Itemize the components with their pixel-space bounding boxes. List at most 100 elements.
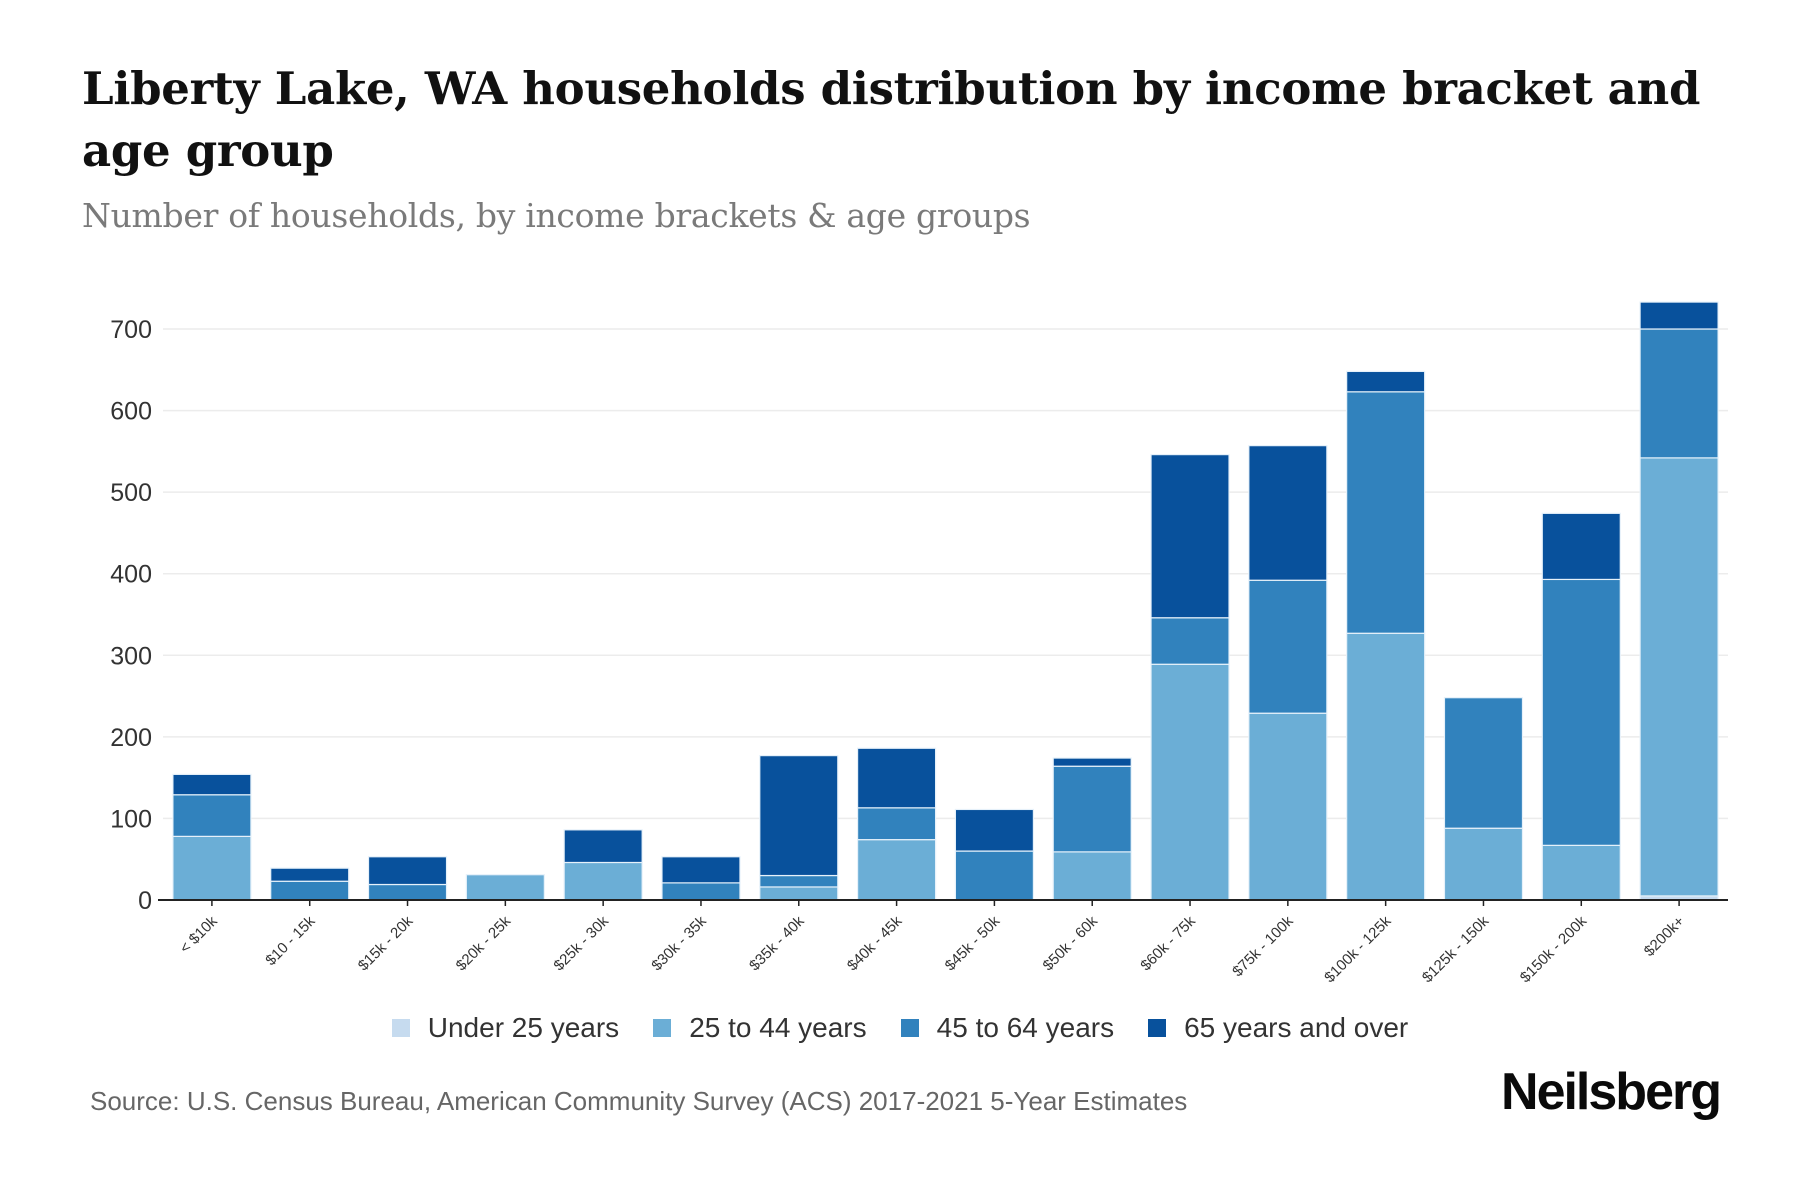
x-axis-ticks: < $10k $10 - 15k $15k - 20k $20k - 25k $25k … (177, 900, 1688, 986)
bar-stack[interactable] (1639, 301, 1719, 901)
bar-segment[interactable] (1346, 370, 1426, 393)
bar-segment[interactable] (1150, 617, 1230, 665)
y-tick-label: 200 (110, 724, 152, 752)
x-tick-label: $20k - 25k (453, 912, 515, 974)
stacked-bar-chart: 0 100 200 300 400 500 600 700 < $10k $10 - 15k $1… (110, 301, 1728, 986)
bar-segment[interactable] (1346, 391, 1426, 634)
bar-segment[interactable] (1639, 301, 1719, 330)
legend-label: Under 25 years (427, 1012, 620, 1043)
bar-segment[interactable] (1443, 827, 1524, 901)
y-tick-label: 700 (110, 316, 152, 344)
bars (172, 301, 1719, 901)
bar-stack[interactable] (1443, 697, 1524, 901)
bar-segment[interactable] (367, 856, 448, 886)
bar-segment[interactable] (563, 861, 643, 901)
bar-segment[interactable] (759, 755, 839, 877)
bar-segment[interactable] (759, 874, 839, 888)
bar-segment[interactable] (856, 747, 937, 809)
x-tick-label: $60k - 75k (1137, 912, 1199, 974)
bar-segment[interactable] (1639, 457, 1719, 897)
bar-stack[interactable] (856, 747, 937, 901)
y-tick-label: 400 (110, 561, 152, 589)
bar-segment[interactable] (759, 886, 839, 901)
legend-swatch-icon (900, 1019, 919, 1037)
bar-segment[interactable] (856, 839, 937, 901)
bar-segment[interactable] (1639, 328, 1719, 459)
bar-stack[interactable] (563, 829, 643, 901)
x-tick-label: $75k - 100k (1229, 912, 1297, 980)
bar-segment[interactable] (270, 867, 350, 882)
bar-stack[interactable] (465, 874, 545, 901)
legend-item-45-64[interactable]: 45 to 64 years (900, 1012, 1115, 1044)
bar-segment[interactable] (1541, 578, 1621, 846)
bar-stack[interactable] (661, 856, 741, 901)
bar-segment[interactable] (1248, 445, 1328, 581)
legend-label: 65 years and over (1184, 1012, 1409, 1043)
chart-subtitle: Number of households, by income brackets… (82, 196, 1031, 235)
bar-segment[interactable] (1150, 454, 1230, 619)
y-tick-label: 300 (110, 642, 152, 670)
y-tick-label: 600 (110, 398, 152, 426)
legend-label: 45 to 64 years (936, 1012, 1115, 1043)
bar-stack[interactable] (759, 755, 839, 901)
chart-title: Liberty Lake, WA households distribution… (82, 62, 1701, 177)
bar-segment[interactable] (954, 850, 1035, 901)
brand-logo: Neilsberg (1501, 1063, 1722, 1121)
bar-stack[interactable] (1052, 757, 1132, 901)
x-tick-label: $40k - 45k (844, 912, 906, 974)
bar-stack[interactable] (1541, 512, 1621, 901)
bar-stack[interactable] (1150, 454, 1230, 901)
bar-segment[interactable] (1443, 697, 1524, 829)
legend-label: 25 to 44 years (689, 1012, 867, 1043)
y-axis-ticks: 0 100 200 300 400 500 600 700 (110, 316, 152, 915)
bar-stack[interactable] (172, 773, 252, 901)
bar-segment[interactable] (1541, 844, 1621, 901)
bar-stack[interactable] (367, 856, 448, 901)
x-tick-label: $50k - 60k (1039, 912, 1101, 974)
bar-stack[interactable] (1248, 445, 1328, 901)
legend-swatch-icon (1148, 1019, 1167, 1037)
x-tick-label: $10 - 15k (262, 912, 319, 969)
y-tick-label: 0 (138, 887, 152, 915)
x-tick-label: $30k - 35k (648, 912, 710, 974)
bar-segment[interactable] (172, 773, 252, 796)
bar-segment[interactable] (270, 880, 350, 901)
bar-segment[interactable] (661, 856, 741, 884)
bar-segment[interactable] (1248, 579, 1328, 714)
bar-segment[interactable] (1150, 663, 1230, 901)
bar-stack[interactable] (954, 808, 1035, 901)
legend-item-under-25[interactable]: Under 25 years (391, 1012, 620, 1044)
x-tick-label: $15k - 20k (355, 912, 417, 974)
x-tick-label: $125k - 150k (1419, 912, 1493, 986)
bar-segment[interactable] (172, 835, 252, 901)
legend-swatch-icon (653, 1019, 672, 1037)
bar-segment[interactable] (1052, 765, 1132, 853)
bar-segment[interactable] (172, 794, 252, 837)
y-tick-label: 100 (110, 805, 152, 833)
bar-segment[interactable] (1052, 757, 1132, 767)
x-tick-label: $25k - 30k (550, 912, 612, 974)
bar-stack[interactable] (270, 867, 350, 901)
bar-segment[interactable] (954, 808, 1035, 852)
legend: Under 25 years 25 to 44 years 45 to 64 y… (0, 1012, 1800, 1044)
bar-segment[interactable] (563, 829, 643, 864)
bar-segment[interactable] (367, 883, 448, 901)
y-tick-label: 500 (110, 479, 152, 507)
x-tick-label: $150k - 200k (1517, 912, 1591, 986)
legend-item-25-44[interactable]: 25 to 44 years (653, 1012, 867, 1044)
bar-stack[interactable] (1346, 370, 1426, 901)
x-tick-label: $100k - 125k (1321, 912, 1395, 986)
x-tick-label: $35k - 40k (746, 912, 808, 974)
bar-segment[interactable] (1541, 512, 1621, 581)
bar-segment[interactable] (465, 874, 545, 901)
x-tick-label: $200k+ (1641, 913, 1688, 960)
x-tick-label: $45k - 50k (942, 912, 1004, 974)
legend-item-65-over[interactable]: 65 years and over (1148, 1012, 1408, 1044)
bar-segment[interactable] (661, 882, 741, 901)
legend-swatch-icon (391, 1019, 410, 1037)
bar-segment[interactable] (1052, 851, 1132, 901)
x-tick-label: < $10k (177, 912, 222, 957)
bar-segment[interactable] (856, 807, 937, 841)
bar-segment[interactable] (1346, 632, 1426, 901)
bar-segment[interactable] (1248, 712, 1328, 901)
